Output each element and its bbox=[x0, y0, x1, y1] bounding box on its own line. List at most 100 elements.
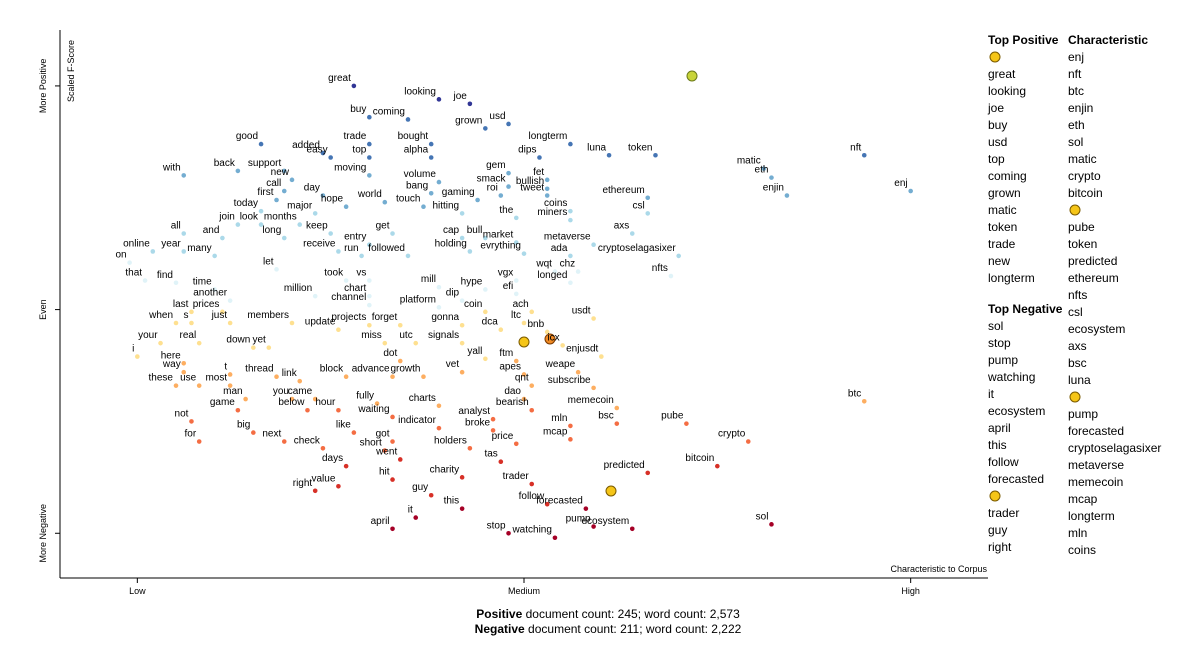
term-point bbox=[135, 354, 140, 359]
x-tick-label: High bbox=[901, 586, 920, 596]
term-label: charity bbox=[430, 464, 459, 475]
term-label: took bbox=[324, 268, 344, 279]
term-point bbox=[343, 463, 349, 469]
term-point bbox=[521, 251, 527, 256]
term-point bbox=[266, 345, 272, 350]
term-label: predicted bbox=[604, 460, 645, 471]
panel-term: follow bbox=[988, 455, 1019, 469]
term-point bbox=[568, 253, 573, 259]
term-label: dot bbox=[383, 348, 397, 359]
term-point bbox=[413, 340, 419, 346]
term-point bbox=[150, 249, 156, 254]
term-label: new bbox=[271, 167, 290, 178]
term-point bbox=[498, 193, 504, 198]
term-point bbox=[343, 278, 349, 283]
term-label: bought bbox=[398, 131, 429, 142]
term-point bbox=[382, 199, 388, 205]
term-point bbox=[336, 327, 341, 333]
term-point bbox=[127, 260, 132, 265]
term-point bbox=[359, 253, 364, 259]
term-label: guy bbox=[412, 482, 428, 493]
term-point bbox=[397, 358, 403, 364]
term-label: here bbox=[161, 350, 181, 361]
term-label: bull bbox=[467, 225, 483, 236]
term-point bbox=[173, 280, 179, 286]
term-point bbox=[745, 439, 751, 444]
panel-term: trade bbox=[988, 237, 1016, 251]
term-point bbox=[274, 374, 279, 379]
panel-term: luna bbox=[1068, 373, 1091, 387]
term-point bbox=[483, 235, 488, 241]
footer-label: Positive bbox=[476, 607, 522, 621]
panel-term: matic bbox=[988, 203, 1017, 217]
term-point bbox=[320, 193, 326, 198]
term-label: wqt bbox=[535, 259, 552, 270]
term-label: stop bbox=[487, 520, 506, 531]
term-label: analyst bbox=[458, 406, 490, 417]
term-label: touch bbox=[396, 194, 420, 205]
term-label: game bbox=[210, 397, 235, 408]
term-label: join bbox=[218, 212, 235, 223]
term-point bbox=[367, 302, 372, 308]
panel-title: Top Negative bbox=[988, 302, 1063, 316]
term-label: coin bbox=[464, 299, 482, 310]
panel-term: forecasted bbox=[988, 472, 1044, 486]
term-label: hit bbox=[379, 467, 390, 478]
panel-term: bitcoin bbox=[1068, 186, 1103, 200]
term-point bbox=[235, 407, 241, 413]
term-point bbox=[513, 215, 519, 221]
term-label: sol bbox=[756, 511, 769, 522]
term-label: nft bbox=[850, 142, 861, 153]
term-label: subscribe bbox=[548, 375, 591, 386]
term-label: right bbox=[293, 478, 313, 489]
y-tick-label: More Positive bbox=[38, 59, 48, 114]
term-point bbox=[521, 396, 527, 402]
term-point bbox=[258, 141, 264, 147]
term-label: chart bbox=[344, 283, 366, 294]
term-label: cap bbox=[443, 225, 460, 236]
term-point bbox=[428, 141, 434, 147]
term-label: when bbox=[148, 310, 173, 321]
term-label: prices bbox=[193, 299, 220, 310]
term-point bbox=[258, 222, 264, 227]
term-label: metaverse bbox=[544, 232, 591, 243]
term-point bbox=[513, 441, 519, 447]
term-point bbox=[513, 278, 519, 283]
term-point bbox=[490, 416, 496, 422]
term-point bbox=[529, 309, 535, 315]
term-point bbox=[297, 378, 303, 384]
term-point bbox=[390, 526, 395, 532]
term-label: eth bbox=[755, 165, 769, 176]
panel-term: eth bbox=[1068, 118, 1085, 132]
panel-term: guy bbox=[988, 523, 1007, 537]
panel-term: metaverse bbox=[1068, 458, 1124, 472]
term-label: smack bbox=[477, 174, 507, 185]
term-point bbox=[506, 184, 511, 189]
term-point bbox=[544, 501, 550, 507]
term-point bbox=[668, 273, 674, 279]
term-point bbox=[181, 173, 187, 178]
term-label: indicator bbox=[398, 415, 436, 426]
term-label: down bbox=[226, 335, 250, 346]
term-label: dca bbox=[482, 317, 499, 328]
term-point bbox=[421, 374, 426, 379]
term-label: get bbox=[376, 221, 390, 232]
term-label: i bbox=[132, 344, 134, 355]
term-point bbox=[568, 423, 573, 429]
term-point bbox=[196, 340, 202, 346]
term-point bbox=[483, 356, 488, 362]
term-point bbox=[459, 475, 465, 480]
term-point bbox=[459, 322, 465, 328]
term-point bbox=[483, 309, 488, 315]
panel-term: memecoin bbox=[1068, 475, 1123, 489]
term-point bbox=[583, 506, 589, 511]
term-point bbox=[436, 179, 442, 185]
term-label: utc bbox=[399, 330, 412, 341]
panel-term: sol bbox=[1068, 135, 1083, 149]
panel-term: ecosystem bbox=[988, 404, 1045, 418]
term-point bbox=[529, 407, 535, 413]
term-label: let bbox=[263, 256, 274, 267]
term-label: longterm bbox=[528, 131, 567, 142]
term-label: weape bbox=[545, 359, 576, 370]
term-label: buy bbox=[350, 104, 366, 115]
